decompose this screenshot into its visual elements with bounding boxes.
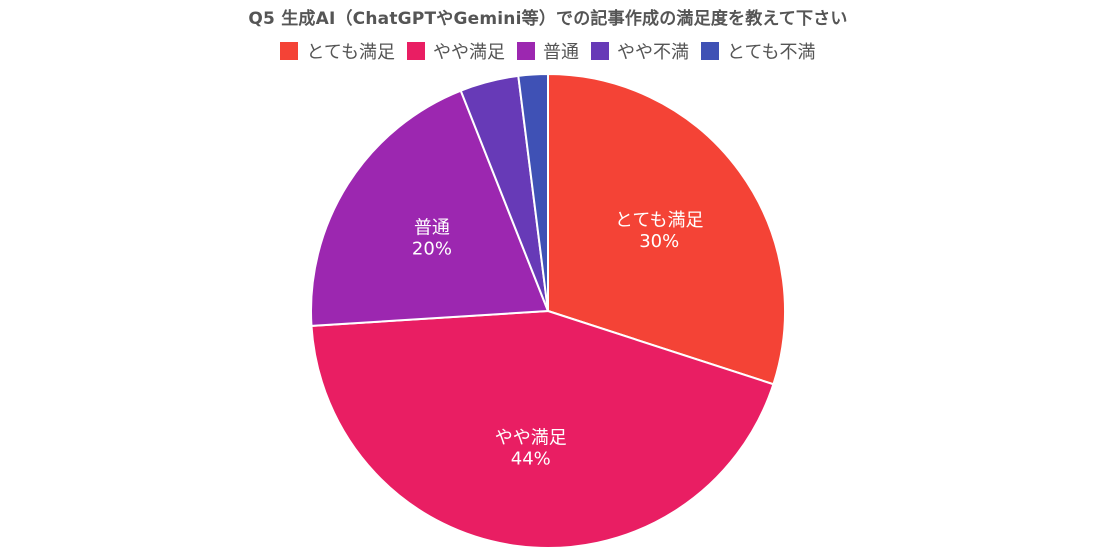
legend-item[interactable]: 普通 xyxy=(517,38,579,64)
legend-swatch xyxy=(280,42,299,60)
legend-swatch xyxy=(407,42,425,60)
slice-category-label: 普通 xyxy=(414,217,450,238)
legend-label: 普通 xyxy=(543,42,579,63)
pie-slice[interactable] xyxy=(310,309,775,549)
chart-legend: とても満足 やや満足 普通 やや不満 とても不満 xyxy=(0,38,1096,64)
slice-percent-label: 44% xyxy=(511,448,551,469)
legend-swatch xyxy=(517,42,535,60)
legend-item[interactable]: とても不満 xyxy=(701,38,816,64)
chart-title: Q5 生成AI（ChatGPTやGemini等）での記事作成の満足度を教えて下さ… xyxy=(248,9,848,29)
slice-percent-label: 30% xyxy=(639,231,679,252)
slice-category-label: やや満足 xyxy=(495,427,567,448)
legend-swatch xyxy=(591,42,609,60)
pie-slice[interactable] xyxy=(547,72,786,386)
legend-item[interactable]: やや不満 xyxy=(591,38,689,64)
pie-slice[interactable] xyxy=(310,89,550,327)
legend-label: やや不満 xyxy=(617,42,689,63)
slice-category-label: とても満足 xyxy=(615,210,704,231)
legend-label: とても満足 xyxy=(306,42,395,63)
slice-percent-label: 20% xyxy=(412,238,452,259)
legend-swatch xyxy=(701,42,719,60)
pie-slice[interactable] xyxy=(517,72,549,312)
legend-label: とても不満 xyxy=(727,42,816,63)
legend-item[interactable]: とても満足 xyxy=(280,38,395,64)
legend-item[interactable]: やや満足 xyxy=(407,38,505,64)
legend-label: やや満足 xyxy=(433,42,505,63)
